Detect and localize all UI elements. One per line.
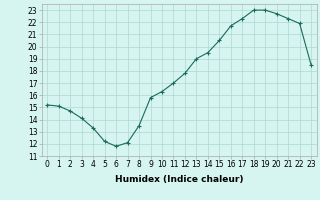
X-axis label: Humidex (Indice chaleur): Humidex (Indice chaleur) [115,175,244,184]
